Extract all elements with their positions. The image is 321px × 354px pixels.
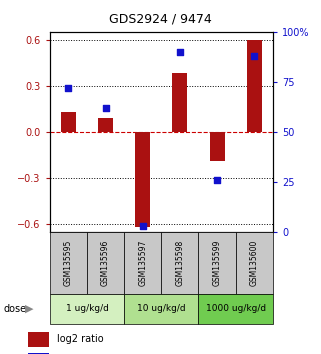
Bar — [210, 132, 224, 161]
Text: GSM135598: GSM135598 — [175, 240, 184, 286]
Text: log2 ratio: log2 ratio — [57, 334, 104, 344]
Bar — [28, 332, 48, 347]
Bar — [247, 40, 262, 132]
Text: GSM135596: GSM135596 — [101, 240, 110, 286]
Text: 1000 ug/kg/d: 1000 ug/kg/d — [206, 304, 266, 313]
Bar — [98, 118, 113, 132]
Text: 10 ug/kg/d: 10 ug/kg/d — [137, 304, 186, 313]
Point — [177, 49, 182, 55]
Point — [66, 85, 71, 91]
FancyBboxPatch shape — [87, 232, 124, 294]
Bar — [28, 353, 48, 354]
Bar — [61, 112, 76, 132]
Point — [252, 53, 257, 59]
Point — [140, 223, 145, 229]
Text: GDS2924 / 9474: GDS2924 / 9474 — [109, 12, 212, 25]
Point — [214, 177, 220, 183]
Text: GSM135599: GSM135599 — [213, 240, 221, 286]
FancyBboxPatch shape — [124, 294, 198, 324]
Text: 1 ug/kg/d: 1 ug/kg/d — [65, 304, 108, 313]
FancyBboxPatch shape — [198, 294, 273, 324]
Text: ▶: ▶ — [25, 304, 33, 314]
Bar — [135, 132, 150, 227]
Bar — [172, 73, 187, 132]
FancyBboxPatch shape — [198, 232, 236, 294]
FancyBboxPatch shape — [124, 232, 161, 294]
FancyBboxPatch shape — [236, 232, 273, 294]
Text: GSM135595: GSM135595 — [64, 240, 73, 286]
Text: GSM135597: GSM135597 — [138, 240, 147, 286]
Text: GSM135600: GSM135600 — [250, 240, 259, 286]
Point — [103, 105, 108, 111]
FancyBboxPatch shape — [50, 294, 124, 324]
FancyBboxPatch shape — [50, 232, 87, 294]
Text: dose: dose — [3, 304, 26, 314]
FancyBboxPatch shape — [161, 232, 198, 294]
